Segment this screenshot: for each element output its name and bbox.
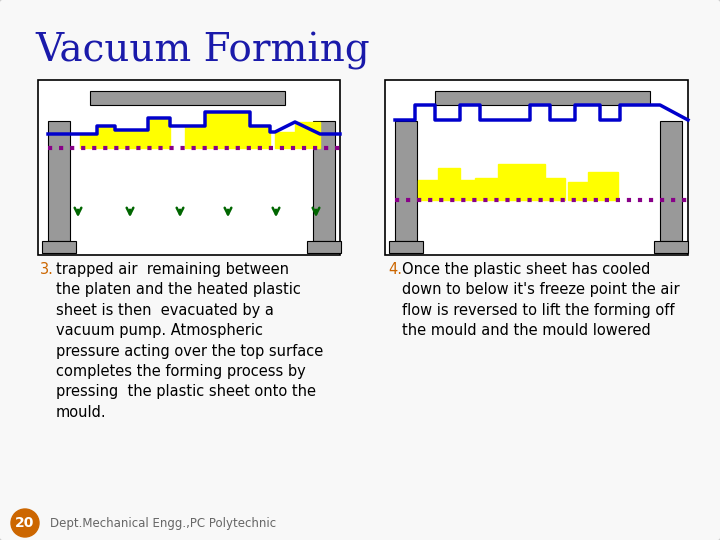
Text: Dept.Mechanical Engg.,PC Polytechnic: Dept.Mechanical Engg.,PC Polytechnic: [50, 516, 276, 530]
Polygon shape: [275, 122, 320, 148]
Text: 3.: 3.: [40, 262, 54, 277]
Text: Vacuum Forming: Vacuum Forming: [35, 32, 370, 70]
Text: Once the plastic sheet has cooled
down to below it's freeze point the air
flow i: Once the plastic sheet has cooled down t…: [402, 262, 680, 338]
Text: trapped air  remaining between
the platen and the heated plastic
sheet is then  : trapped air remaining between the platen…: [56, 262, 323, 420]
Bar: [313, 121, 335, 241]
Text: 4.: 4.: [388, 262, 402, 277]
Bar: [307, 241, 341, 253]
Circle shape: [11, 509, 39, 537]
Polygon shape: [568, 172, 618, 200]
Bar: [90, 91, 285, 105]
Polygon shape: [185, 112, 270, 148]
Bar: [435, 91, 650, 105]
Bar: [395, 121, 417, 241]
Polygon shape: [475, 164, 565, 200]
Bar: [42, 241, 76, 253]
Bar: [385, 80, 688, 255]
Bar: [389, 241, 423, 253]
Bar: [38, 80, 340, 255]
Polygon shape: [115, 118, 170, 148]
Bar: [48, 121, 70, 241]
Bar: [660, 121, 682, 241]
Text: 20: 20: [15, 516, 35, 530]
Bar: [654, 241, 688, 253]
Polygon shape: [80, 126, 115, 148]
Polygon shape: [418, 168, 475, 200]
